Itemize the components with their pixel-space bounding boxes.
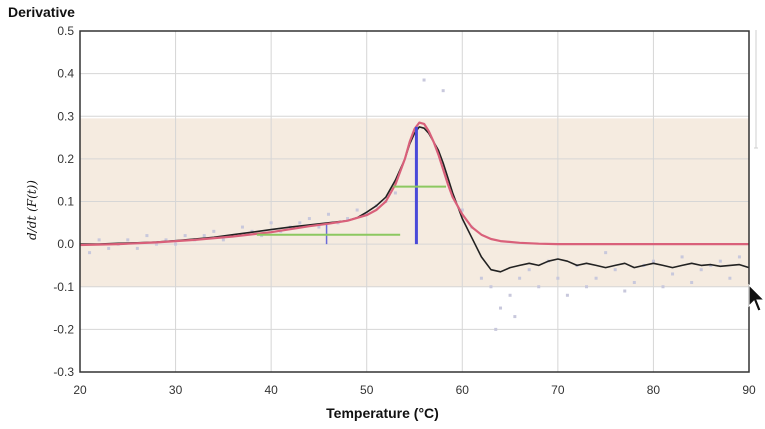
x-tick-label: 90 [742,383,756,397]
fit-line [79,121,749,247]
scatter-point [527,268,531,272]
scatter-point [518,276,522,280]
scatter-point [107,246,111,250]
scatter-point [718,259,722,263]
x-tick-label: 40 [264,383,278,397]
y-tick-labels: 0.5 0.4 0.3 0.2 0.1 0.0 -0.1 -0.2 -0.3 [53,24,74,379]
grid-lines [79,30,750,373]
scatter-point [317,225,321,229]
x-axis-label: Temperature (°C) [326,405,439,421]
plot-frame-rect [79,30,750,373]
scatter-point [585,285,589,289]
scatter-point [513,315,517,319]
y-tick-label: -0.3 [53,365,74,379]
scatter-point [594,276,598,280]
y-tick-label: 0.2 [57,152,74,166]
scatter-point [126,238,130,242]
scatter-point [88,251,92,255]
peak-markers [256,126,447,245]
chart-title: Derivative [8,4,75,20]
y-tick-label: 0.5 [57,24,74,38]
x-tick-label: 50 [360,383,374,397]
scatter-point [346,217,350,221]
scatter-point [709,263,713,267]
scatter-point [221,238,225,242]
series-lines [79,121,750,273]
right-edge-marks [754,30,758,149]
scatter-point [183,234,187,238]
scatter-point [489,285,493,289]
x-tick-label: 70 [551,383,565,397]
scatter-point [690,280,694,284]
scatter-point [393,191,397,195]
scatter-point [174,242,178,246]
scatter-point [240,225,244,229]
y-tick-label: 0.1 [57,195,74,209]
scatter-point [164,238,168,242]
scatter-point [97,238,101,242]
scatter-point [737,255,741,259]
scatter-point [307,217,311,221]
scatter-point [565,293,569,297]
x-tick-label: 60 [456,383,470,397]
mouse-cursor-icon [748,284,765,312]
scatter-point [632,280,636,284]
scatter-point [154,242,158,246]
scatter-point [212,229,216,233]
scatter-point [441,89,445,93]
scatter-point [680,255,684,259]
scatter-point [651,259,655,263]
x-tick-label: 30 [169,383,183,397]
plot-frame [79,30,750,373]
shaded-band [80,118,749,287]
y-tick-label: -0.2 [53,322,74,336]
scatter-point [145,234,149,238]
scatter-point [623,289,627,293]
scatter-point [269,221,273,225]
scatter-point [298,221,302,225]
scatter-point [422,78,426,82]
scatter-point [556,276,560,280]
scatter-point [613,268,617,272]
scatter-point [728,276,732,280]
y-tick-label: -0.1 [53,280,74,294]
scatter-point [355,208,359,212]
shaded-band-group [80,118,749,287]
y-tick-label: 0.4 [57,67,74,81]
x-tick-label: 20 [73,383,87,397]
scatter-point [135,246,139,250]
scatter-point [202,234,206,238]
scatter-point [537,285,541,289]
scatter-point [661,285,665,289]
scatter-point [604,251,608,255]
scatter-point [494,327,498,331]
scatter-point [250,229,254,233]
x-tick-labels: 20 30 40 50 60 70 80 90 [73,383,756,397]
scatter-point [699,268,703,272]
scatter-point [671,272,675,276]
y-tick-label: 0.3 [57,109,74,123]
x-tick-label: 80 [647,383,661,397]
scatter-point [499,306,503,310]
scatter-point [460,208,464,212]
scatter-point [326,212,330,216]
scatter-point [508,293,512,297]
y-tick-label: 0.0 [57,237,74,251]
scatter-point [479,276,483,280]
